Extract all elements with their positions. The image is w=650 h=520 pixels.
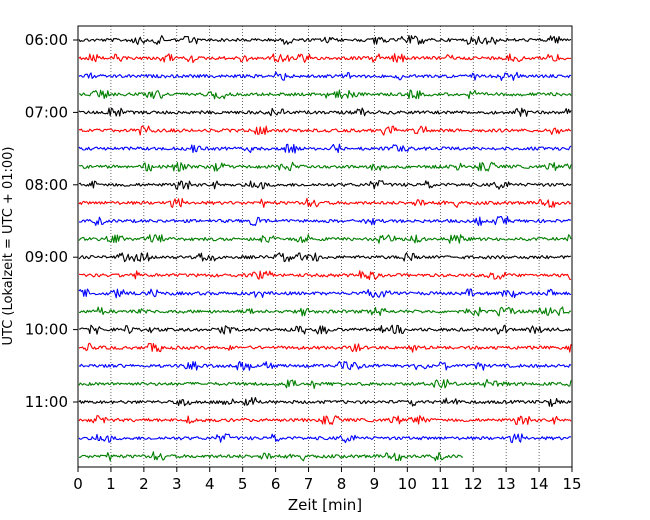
- trace-0845: [78, 234, 572, 244]
- x-tick-label: 3: [172, 475, 182, 493]
- y-tick-label: 08:00: [25, 176, 68, 194]
- x-tick-label: 11: [431, 475, 450, 493]
- y-tick-label: 06:00: [25, 31, 68, 49]
- trace-0745: [78, 161, 572, 172]
- trace-0945: [78, 306, 572, 317]
- x-tick-label: 9: [370, 475, 380, 493]
- trace-0830: [78, 215, 571, 227]
- x-tick-label: 10: [398, 475, 417, 493]
- x-tick-label: 0: [73, 475, 83, 493]
- x-tick-label: 14: [530, 475, 549, 493]
- y-axis-label: UTC (Lokalzeit = UTC + 01:00): [1, 147, 16, 346]
- trace-1045: [78, 378, 572, 389]
- trace-0800: [78, 179, 572, 190]
- y-tick-label: 11:00: [25, 393, 68, 411]
- x-tick-label: 15: [562, 475, 581, 493]
- x-tick-label: 12: [464, 475, 483, 493]
- trace-0630: [78, 71, 572, 82]
- trace-1145: [78, 451, 464, 462]
- trace-0815: [78, 197, 572, 208]
- trace-0915: [78, 270, 572, 281]
- x-axis-ticks: 0 1 2 3 4 5 6 7 8 9 10 11 12 13 14 15: [73, 467, 582, 493]
- y-axis-ticks: 06:00 07:00 08:00 09:00 10:00 11:00: [25, 31, 78, 411]
- y-tick-label: 09:00: [25, 248, 68, 266]
- trace-1130: [78, 433, 572, 444]
- x-axis-label: Zeit [min]: [288, 496, 362, 514]
- trace-0900: [78, 252, 572, 263]
- trace-0930: [78, 288, 572, 299]
- trace-0715: [78, 125, 572, 136]
- trace-0615: [78, 53, 572, 64]
- x-tick-label: 5: [238, 475, 248, 493]
- x-tick-label: 2: [139, 475, 149, 493]
- x-tick-label: 1: [106, 475, 116, 493]
- trace-0700: [78, 107, 572, 117]
- y-tick-label: 07:00: [25, 103, 68, 121]
- trace-1100: [78, 397, 572, 408]
- trace-1115: [78, 415, 572, 426]
- trace-0645: [78, 89, 572, 100]
- trace-1030: [78, 360, 572, 371]
- seismic-traces: [78, 34, 572, 462]
- trace-1000: [78, 324, 572, 335]
- x-tick-label: 4: [205, 475, 215, 493]
- x-tick-label: 7: [304, 475, 314, 493]
- x-tick-label: 8: [337, 475, 347, 493]
- trace-1015: [78, 342, 572, 353]
- y-tick-label: 10:00: [25, 321, 68, 339]
- x-tick-label: 6: [271, 475, 281, 493]
- plot-frame: [77, 25, 573, 468]
- trace-0730: [78, 143, 572, 154]
- trace-0600: [78, 34, 572, 46]
- x-tick-label: 13: [497, 475, 516, 493]
